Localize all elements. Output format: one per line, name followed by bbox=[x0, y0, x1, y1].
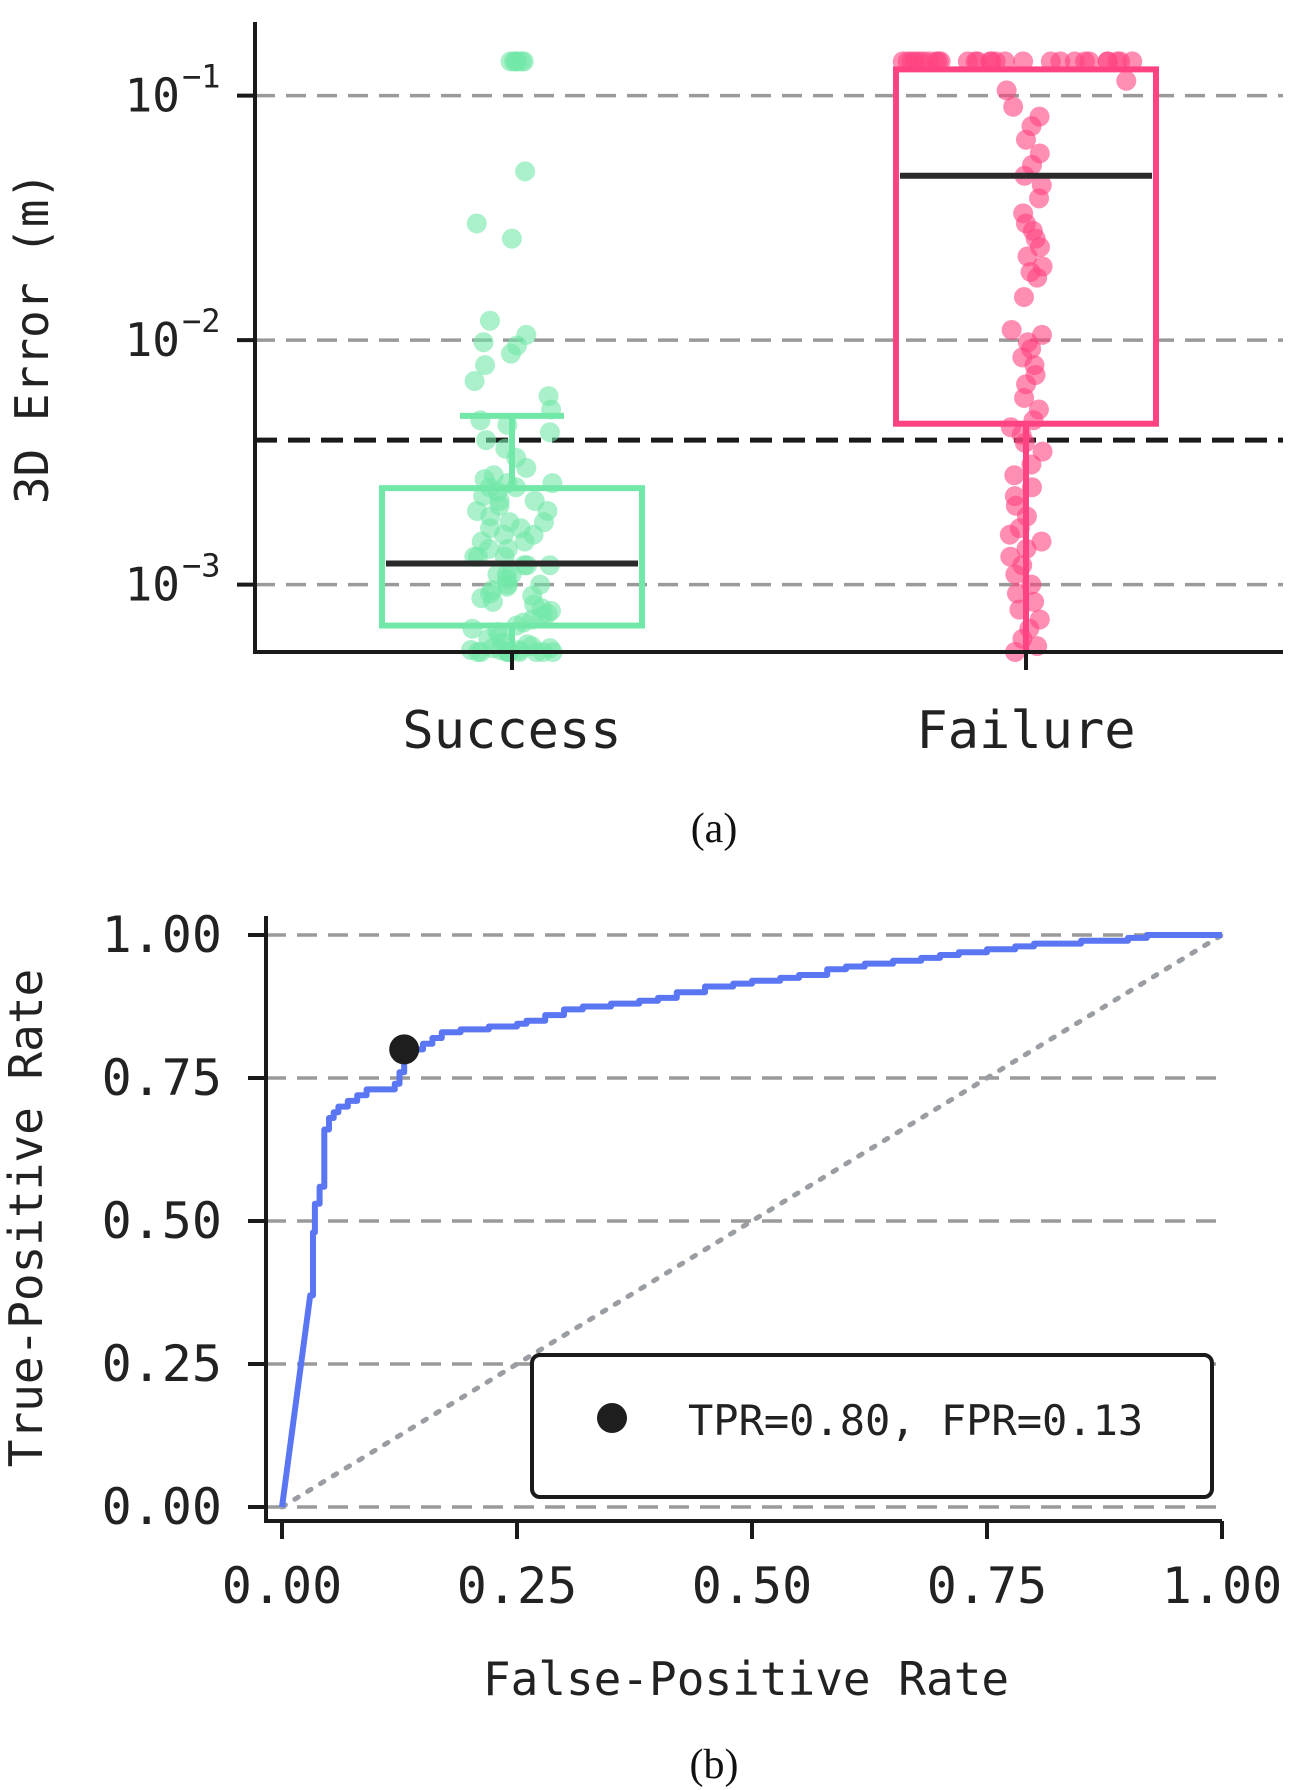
data-point bbox=[479, 310, 500, 331]
data-point bbox=[476, 430, 497, 451]
data-point bbox=[1017, 246, 1038, 267]
box-plot-panel: 10−310−210−1 Success Failure 3D Error (m)… bbox=[5, 22, 1283, 852]
x-tick-label: 0.50 bbox=[692, 1557, 812, 1615]
data-point bbox=[466, 213, 487, 234]
y-tick-label: 10 bbox=[125, 313, 180, 367]
data-point bbox=[1014, 387, 1035, 408]
data-point bbox=[996, 80, 1017, 101]
y-tick-label: 0.50 bbox=[102, 1192, 222, 1250]
box bbox=[379, 485, 645, 629]
operating-point bbox=[389, 1034, 420, 1065]
panel-label-b: (b) bbox=[690, 1742, 739, 1788]
y-tick-label: 0.00 bbox=[102, 1478, 222, 1536]
chance-diagonal bbox=[279, 932, 1225, 1510]
box bbox=[893, 66, 1159, 427]
data-point bbox=[999, 524, 1020, 545]
x-tick-label: 0.75 bbox=[927, 1557, 1047, 1615]
data-point bbox=[1005, 564, 1026, 585]
data-point bbox=[511, 51, 532, 72]
data-point bbox=[1032, 441, 1053, 462]
x-tick-label: 0.25 bbox=[457, 1557, 577, 1615]
data-point bbox=[1001, 319, 1022, 340]
data-point bbox=[514, 531, 535, 552]
roc-curve bbox=[279, 932, 1222, 1508]
data-point bbox=[516, 457, 537, 478]
legend-label: TPR=0.80, FPR=0.13 bbox=[688, 1396, 1143, 1445]
y-tick-label: 1.00 bbox=[102, 906, 222, 964]
x-ticks: 0.00 0.25 0.50 0.75 1.00 bbox=[222, 1521, 1282, 1615]
y-ticks: 0.00 0.25 0.50 0.75 1.00 bbox=[102, 906, 266, 1536]
legend: TPR=0.80, FPR=0.13 bbox=[530, 1353, 1214, 1499]
grid-lines bbox=[255, 93, 1283, 587]
data-point bbox=[464, 371, 485, 392]
data-point bbox=[482, 591, 503, 612]
data-point bbox=[1024, 591, 1045, 612]
y-tick-exponent: −3 bbox=[182, 547, 221, 585]
data-point bbox=[500, 343, 521, 364]
scatter-points bbox=[460, 51, 1143, 662]
y-ticks: 10−310−210−1 bbox=[125, 58, 255, 612]
x-tick-label: 0.00 bbox=[222, 1557, 342, 1615]
x-tick-label: 1.00 bbox=[1162, 1557, 1282, 1615]
data-point bbox=[501, 228, 522, 249]
y-tick-label: 10 bbox=[125, 558, 180, 612]
data-point bbox=[1004, 465, 1025, 486]
y-tick-label: 10 bbox=[125, 69, 180, 123]
x-tick-label: Failure bbox=[916, 701, 1135, 761]
data-point bbox=[1031, 531, 1052, 552]
data-point bbox=[475, 355, 496, 376]
roc-panel: 0.00 0.25 0.50 0.75 1.00 0.00 0.25 0.50 0.75 1.0… bbox=[0, 906, 1282, 1788]
data-point bbox=[539, 422, 560, 443]
x-ticks: Success Failure bbox=[402, 652, 1136, 761]
data-point bbox=[1013, 287, 1034, 308]
panel-label-a: (a) bbox=[691, 806, 738, 852]
y-tick-label: 0.25 bbox=[102, 1335, 222, 1393]
y-tick-exponent: −1 bbox=[182, 58, 221, 96]
data-point bbox=[473, 332, 494, 353]
legend-marker bbox=[597, 1403, 627, 1433]
y-tick-label: 0.75 bbox=[102, 1049, 222, 1107]
legend-box bbox=[530, 1353, 1214, 1499]
data-point bbox=[1006, 583, 1027, 604]
data-point bbox=[515, 161, 536, 182]
x-axis-label: False-Positive Rate bbox=[483, 1652, 1009, 1706]
y-axis-label: True-Positive Rate bbox=[0, 969, 53, 1468]
data-point bbox=[1029, 188, 1050, 209]
x-tick-label: Success bbox=[402, 701, 621, 761]
y-tick-exponent: −2 bbox=[182, 302, 221, 340]
data-point bbox=[1116, 70, 1137, 91]
data-point bbox=[1027, 267, 1048, 288]
y-axis-label: 3D Error (m) bbox=[5, 172, 59, 504]
data-point bbox=[1003, 96, 1024, 117]
boxes bbox=[379, 66, 1159, 652]
data-point bbox=[1015, 129, 1036, 150]
